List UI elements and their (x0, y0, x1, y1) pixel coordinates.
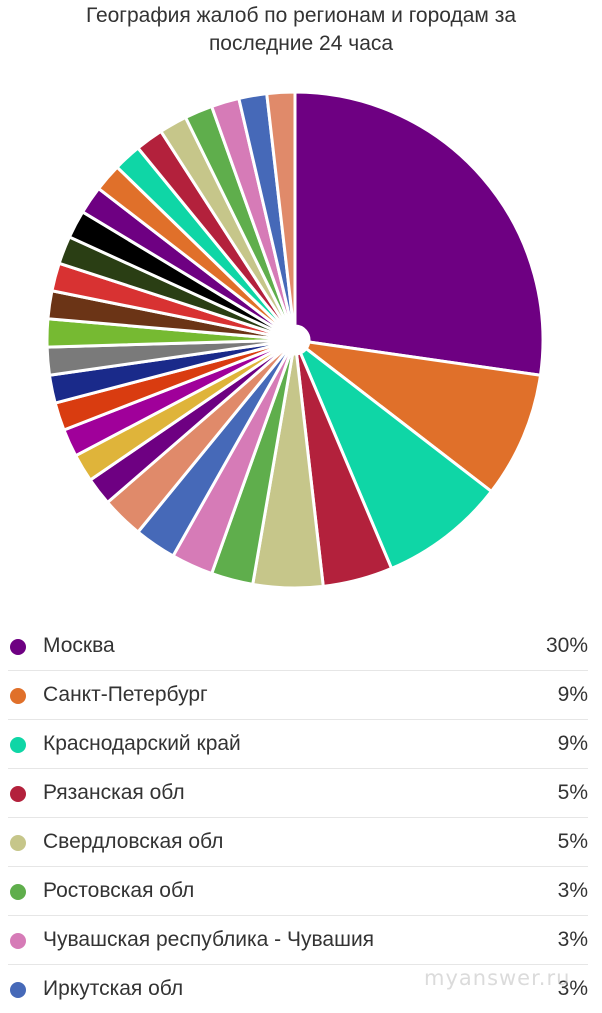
watermark: myanswer.ru (424, 966, 571, 990)
legend-value: 9% (557, 732, 588, 755)
legend-dot (10, 933, 26, 949)
pie-slice-3[interactable] (298, 347, 493, 570)
legend-label: Иркутская обл (43, 977, 184, 1000)
legend-label: Рязанская обл (43, 781, 185, 804)
legend-dot (10, 737, 26, 753)
legend-label: Санкт-Петербург (43, 683, 208, 706)
legend-dot (10, 884, 26, 900)
legend-item[interactable]: Ростовская обл 3% (8, 867, 588, 916)
pie-slice-2[interactable] (304, 340, 542, 493)
legend-item[interactable]: Москва 30% (8, 622, 588, 671)
legend-value: 30% (545, 634, 588, 657)
legend-label: Свердловская обл (43, 830, 224, 853)
legend-value: 9% (557, 683, 588, 706)
legend-item[interactable]: Иркутская обл 3% (8, 965, 588, 1013)
legend-label: Ростовская обл (43, 879, 195, 902)
legend-label: Чувашская республика - Чувашия (43, 928, 375, 951)
chart-title: География жалоб по регионам и городам за… (0, 2, 602, 58)
legend-dot (10, 835, 26, 851)
legend-dot (10, 688, 26, 704)
legend-value: 5% (557, 781, 588, 804)
legend: Москва 30% Санкт-Петербург 9% Краснодарс… (0, 622, 602, 1013)
pie-slice-1[interactable] (293, 90, 545, 377)
chart-title-line-1: География жалоб по регионам и городам за (85, 4, 517, 27)
pie-chart (45, 90, 545, 590)
legend-value: 3% (557, 928, 588, 951)
legend-value: 5% (557, 830, 588, 853)
legend-dot (10, 982, 26, 998)
legend-label: Москва (43, 634, 115, 657)
legend-dot (10, 639, 26, 655)
legend-item[interactable]: Санкт-Петербург 9% (8, 671, 588, 720)
legend-value: 3% (557, 879, 588, 902)
legend-item[interactable]: Краснодарский край 9% (8, 720, 588, 769)
legend-item[interactable]: Свердловская обл 5% (8, 818, 588, 867)
legend-label: Краснодарский край (43, 732, 241, 755)
legend-item[interactable]: Чувашская республика - Чувашия 3% (8, 916, 588, 965)
legend-value: 3% (557, 977, 588, 1000)
legend-dot (10, 786, 26, 802)
pie-slice-29[interactable] (265, 90, 297, 328)
legend-item[interactable]: Рязанская обл 5% (8, 769, 588, 818)
chart-title-line-2: последние 24 часа (208, 32, 394, 55)
